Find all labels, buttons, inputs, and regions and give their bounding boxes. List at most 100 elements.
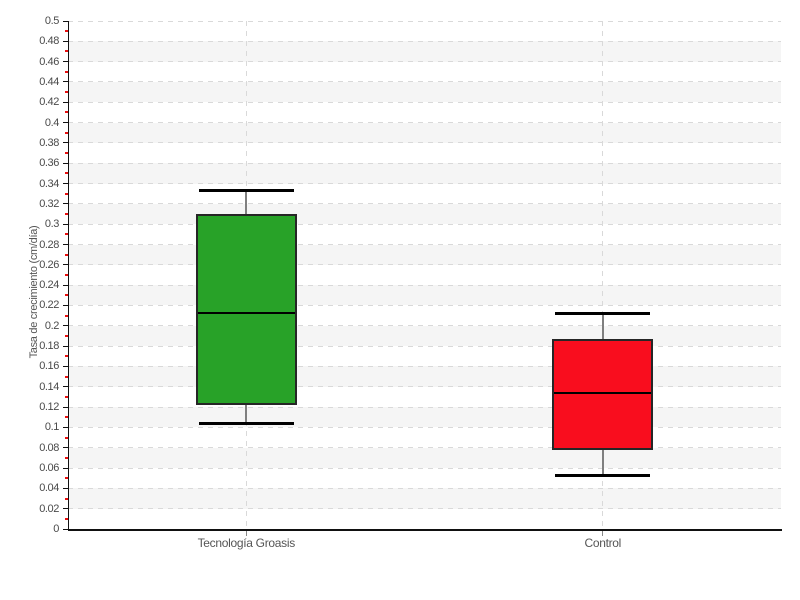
y-minor-tick [65, 30, 68, 33]
y-tick-label: 0.4 [44, 116, 59, 129]
h-gridline [68, 386, 781, 388]
v-gridline [602, 21, 604, 529]
y-minor-tick [65, 477, 68, 480]
y-tick-label: 0.1 [44, 421, 59, 434]
y-tick-label: 0.08 [39, 441, 59, 454]
y-major-tick [63, 304, 68, 306]
y-tick-label: 0 [53, 523, 59, 535]
h-gridline [68, 183, 781, 185]
y-major-tick [63, 203, 68, 205]
median-line [197, 311, 295, 314]
y-major-tick [63, 61, 68, 63]
y-major-tick [63, 365, 68, 367]
box-group-2 [68, 21, 781, 529]
y-tick-label: 0.26 [39, 258, 59, 271]
y-major-tick [63, 81, 68, 83]
h-gridline [68, 426, 781, 428]
h-gridline [68, 406, 781, 408]
x-category-label: Tecnología Groasis [197, 536, 296, 550]
box-rect [195, 214, 297, 406]
y-tick-label: 0.44 [39, 75, 59, 88]
y-major-tick [63, 122, 68, 124]
y-major-tick [63, 528, 68, 530]
h-gridline [68, 325, 781, 327]
h-gridline [68, 244, 781, 246]
y-major-tick [63, 101, 68, 103]
x-category-tick [602, 531, 604, 536]
y-tick-label: 0.22 [39, 299, 59, 312]
h-gridline [68, 304, 781, 306]
y-major-tick [63, 40, 68, 42]
box-rect [552, 339, 654, 450]
y-tick-label: 0.36 [39, 157, 59, 170]
y-major-tick [63, 426, 68, 428]
y-minor-tick [65, 375, 68, 378]
y-tick-label: 0.3 [44, 218, 59, 231]
median-line [554, 391, 652, 394]
y-major-tick [63, 467, 68, 469]
y-axis-line [68, 21, 69, 530]
whisker-cap-top [198, 189, 294, 193]
y-tick-label: 0.48 [39, 35, 59, 48]
plot-area [68, 20, 781, 529]
h-gridline [68, 284, 781, 286]
y-minor-tick [65, 294, 68, 297]
y-major-tick [63, 487, 68, 489]
y-tick-label: 0.28 [39, 238, 59, 251]
y-tick-label: 0.06 [39, 462, 59, 475]
y-minor-tick [65, 436, 68, 439]
h-gridline [68, 61, 781, 63]
y-minor-tick [65, 497, 68, 500]
y-tick-label: 0.12 [39, 401, 59, 414]
y-minor-tick [65, 517, 68, 520]
h-gridline [68, 487, 781, 489]
y-tick-label: 0.24 [39, 279, 59, 292]
y-major-tick [63, 162, 68, 164]
whisker-cap-top [555, 312, 651, 316]
y-minor-tick [65, 152, 68, 155]
y-major-tick [63, 223, 68, 225]
h-gridline [68, 203, 781, 205]
y-major-tick [63, 345, 68, 347]
y-minor-tick [65, 456, 68, 459]
y-minor-tick [65, 334, 68, 337]
h-gridline [68, 142, 781, 144]
y-tick-label: 0.38 [39, 136, 59, 149]
y-tick-label: 0.18 [39, 340, 59, 353]
y-minor-tick [65, 70, 68, 73]
whisker-cap-bottom [198, 421, 294, 425]
h-gridline [68, 467, 781, 469]
y-major-tick [63, 183, 68, 185]
whisker-cap-bottom [555, 473, 651, 477]
y-major-tick [63, 284, 68, 286]
y-minor-tick [65, 395, 68, 398]
y-minor-tick [65, 172, 68, 175]
y-major-tick [63, 386, 68, 388]
y-major-tick [63, 508, 68, 510]
h-gridline [68, 365, 781, 367]
y-minor-tick [65, 233, 68, 236]
h-gridline [68, 508, 781, 510]
y-minor-tick [65, 274, 68, 276]
h-gridline [68, 81, 781, 83]
box-group-1 [68, 21, 781, 529]
y-minor-tick [65, 50, 68, 53]
y-tick-label: 0.34 [39, 177, 59, 190]
x-axis-line [68, 529, 782, 531]
y-tick-label: 0.42 [39, 96, 59, 109]
h-gridline [68, 162, 781, 164]
y-tick-label: 0.5 [44, 15, 59, 27]
y-tick-label: 0.2 [44, 319, 59, 332]
y-minor-tick [65, 355, 68, 358]
y-major-tick [63, 325, 68, 327]
h-gridline [68, 20, 781, 22]
x-category-tick [245, 531, 247, 536]
y-tick-label: 0.32 [39, 197, 59, 210]
h-gridline [68, 101, 781, 103]
y-major-tick [63, 406, 68, 408]
h-gridline [68, 122, 781, 124]
y-tick-label: 0.16 [39, 360, 59, 373]
y-minor-tick [65, 111, 68, 114]
y-minor-tick [65, 213, 68, 216]
